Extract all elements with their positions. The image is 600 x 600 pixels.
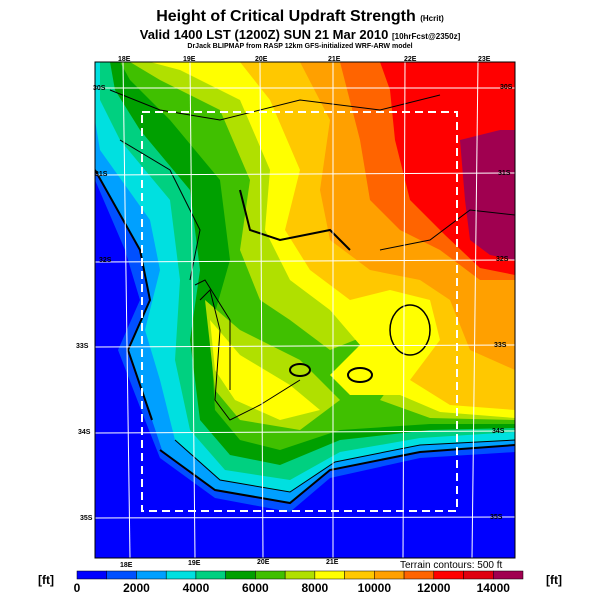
right-lat-label: 33S [494, 342, 507, 349]
colorbar-segment [165, 570, 197, 580]
colorbar-segment [76, 570, 107, 580]
lat-lon-grid [94, 61, 516, 559]
colorbar-unit-left: [ft] [38, 573, 54, 587]
colorbar-segment [255, 570, 286, 580]
colorbar-segment [433, 570, 464, 580]
colorbar-tick-label: 0 [73, 581, 81, 595]
forecast-info: [10hrFcst@2350z] [391, 32, 461, 41]
top-lon-label: 22E [404, 56, 417, 63]
right-lat-label: 30S [500, 84, 513, 91]
valid-time: Valid 1400 LST (1200Z) SUN 21 Mar 2010 [139, 27, 389, 42]
colorbar-tick-label: 14000 [476, 581, 510, 595]
colorbar-segment [344, 570, 375, 580]
colorbar-tick-label: 4000 [182, 581, 210, 595]
right-lat-label: 34S [492, 428, 505, 435]
colorbar-tick-label: 2000 [123, 581, 150, 595]
valid-line: Valid 1400 LST (1200Z) SUN 21 Mar 2010 [… [0, 27, 600, 42]
left-lat-label: 34S [78, 429, 91, 436]
colorbar-segment [225, 570, 256, 580]
colorbar-segment [403, 570, 435, 580]
colorbar-unit-right: [ft] [546, 573, 562, 587]
colorbar-segment [106, 570, 137, 580]
colorbar-tick-label: 10000 [357, 581, 392, 595]
colorbar-segment [463, 570, 494, 580]
top-lon-label: 23E [478, 56, 491, 63]
top-lon-label: 18E [118, 56, 131, 63]
colorbar-segment [493, 570, 524, 580]
credit-line: DrJack BLIPMAP from RASP 12km GFS-initia… [187, 43, 413, 50]
top-lon-label: 19E [183, 56, 196, 63]
terrain-contours [95, 89, 515, 505]
bottom-lon-label: 20E [257, 559, 270, 566]
map-frame [94, 61, 516, 559]
colorbar-segment [374, 570, 405, 580]
colorbar-segment [314, 570, 345, 580]
inner-domain-boundary [141, 111, 458, 512]
top-lon-label: 20E [255, 56, 268, 63]
colorbar [76, 570, 524, 580]
field-14000 [460, 130, 515, 260]
colorbar-tick-label: 8000 [301, 581, 329, 595]
left-lat-label: 31S [95, 171, 108, 178]
right-lat-label: 32S [496, 256, 509, 263]
colorbar-tick-label: 12000 [417, 581, 451, 595]
bottom-lon-label: 19E [188, 560, 201, 567]
field-9000-south [210, 320, 320, 420]
left-lat-label: 32S [99, 257, 112, 264]
bottom-lon-label: 18E [120, 562, 133, 569]
left-lat-label: 30S [93, 85, 106, 92]
colorbar-segment [284, 570, 316, 580]
colorbar-segment [195, 570, 226, 580]
left-lat-label: 33S [76, 343, 89, 350]
title-unit: (Hcrit) [420, 14, 444, 23]
top-lon-label: 21E [328, 56, 341, 63]
terrain-contour-note: Terrain contours: 500 ft [400, 560, 503, 571]
bottom-lon-label: 21E [326, 559, 339, 566]
colorbar-segment [136, 570, 167, 580]
map-title: Height of Critical Updraft Strength (Hcr… [0, 8, 600, 26]
colorbar-tick-label: 6000 [242, 581, 269, 595]
left-lat-label: 35S [80, 515, 93, 522]
right-lat-label: 35S [490, 514, 503, 521]
title-text: Height of Critical Updraft Strength [156, 8, 416, 25]
right-lat-label: 31S [498, 170, 511, 177]
